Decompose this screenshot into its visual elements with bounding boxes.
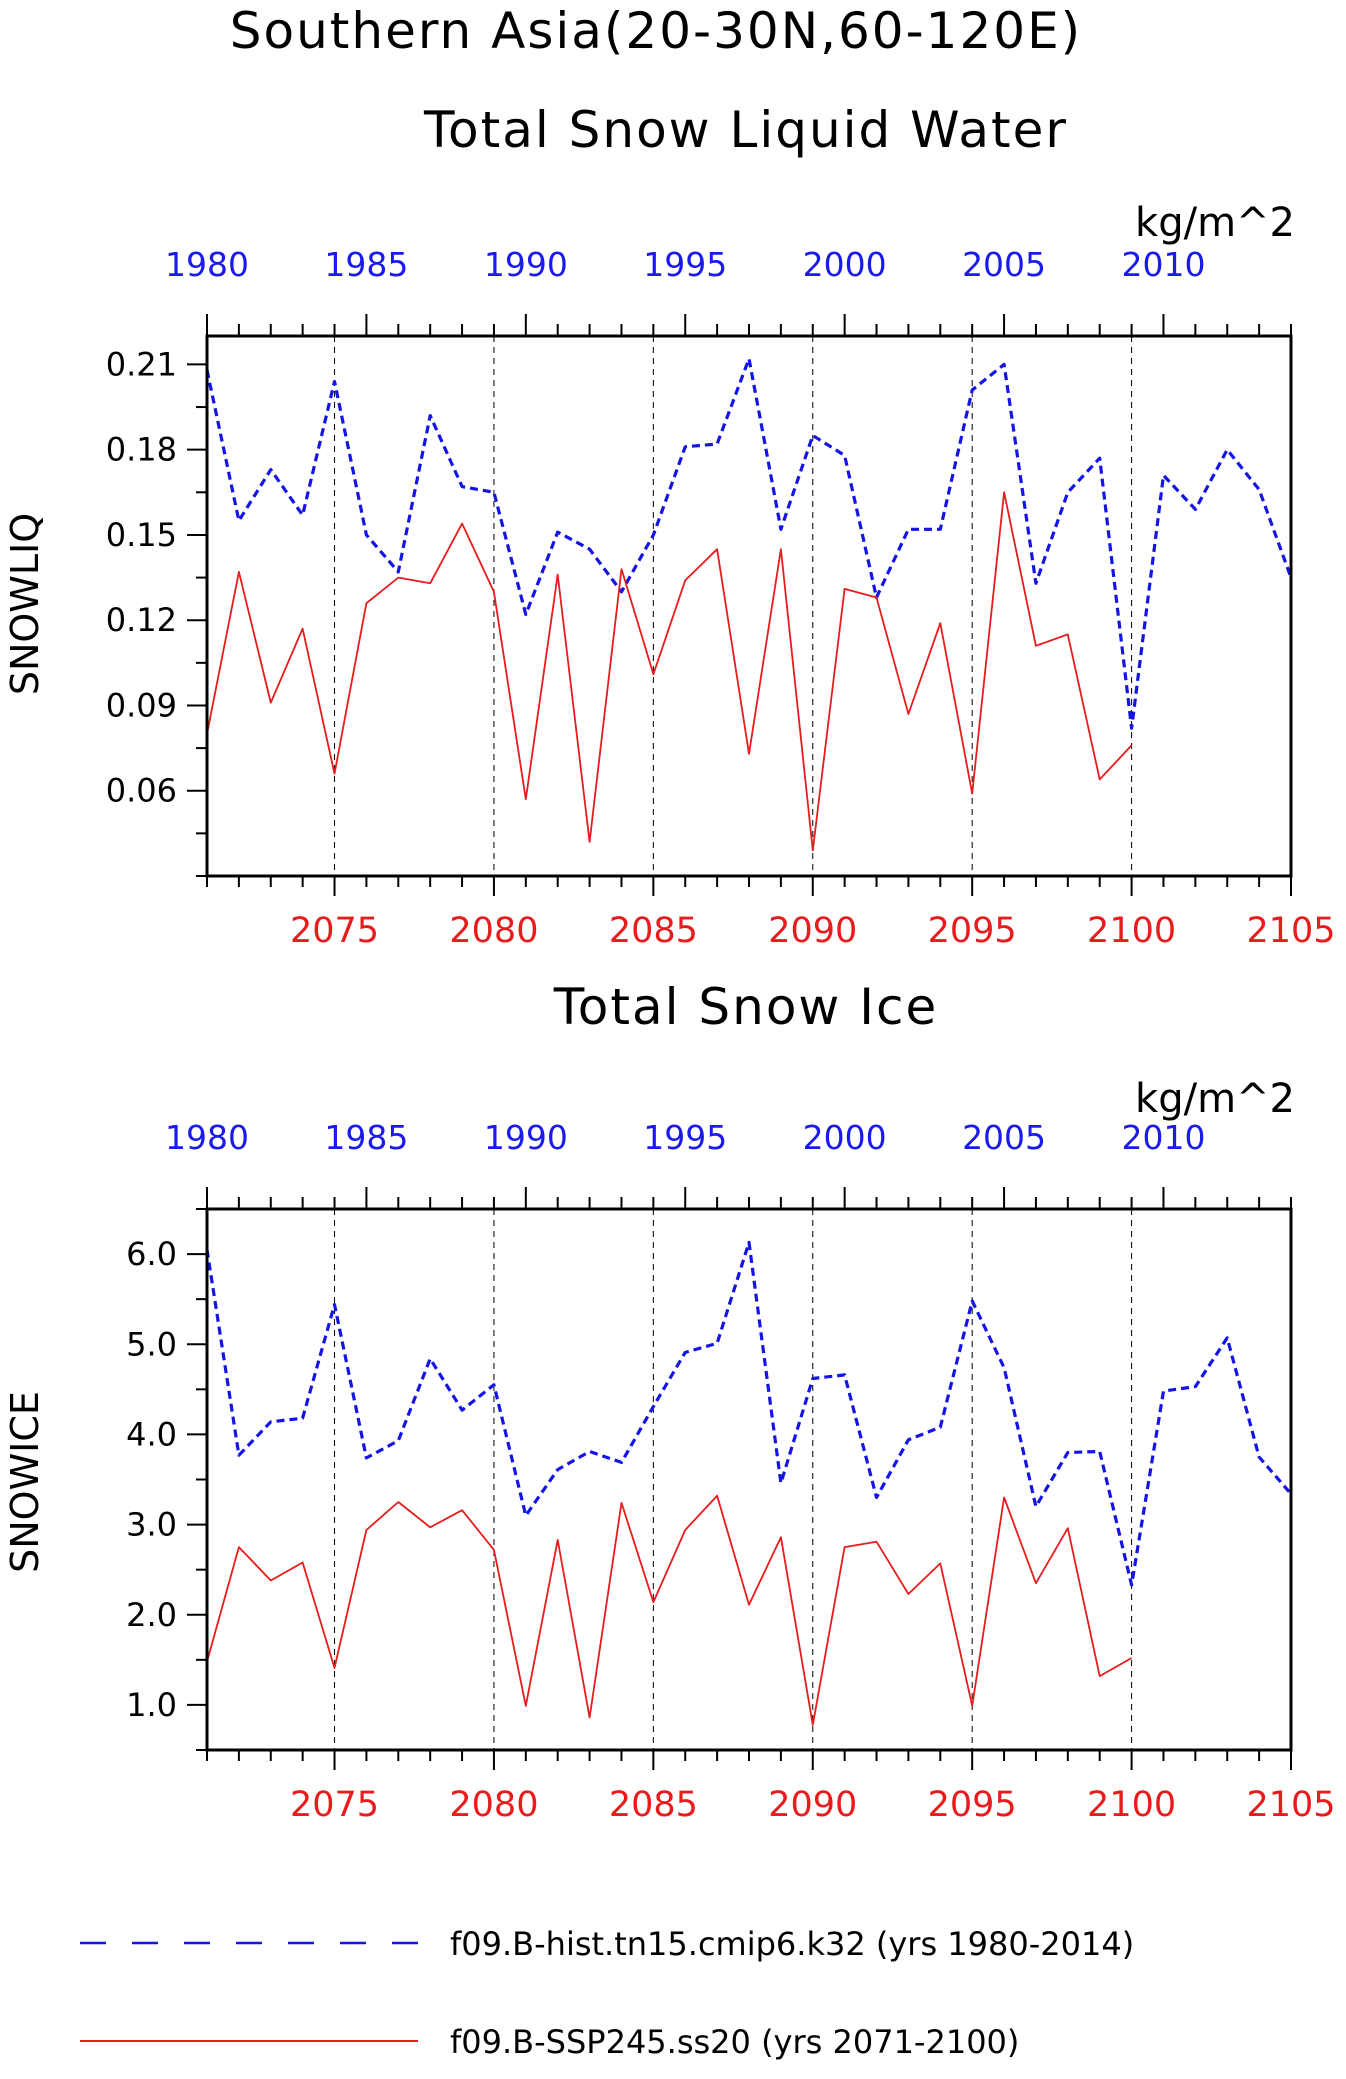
top-tick-label: 1980 (165, 245, 249, 284)
bottom-tick-label: 2090 (768, 911, 857, 951)
top-tick-label: 1985 (324, 1118, 408, 1157)
y-tick-label: 0.18 (106, 431, 177, 469)
panel-snowliq: Total Snow Liquid Water kg/m^2 SNOWLIQ 0… (3, 101, 1336, 951)
y-tick-label: 0.12 (106, 601, 177, 639)
hist-series-line (205, 1240, 1293, 1587)
bottom-tick-label: 2095 (928, 1785, 1017, 1825)
top-tick-label: 1995 (643, 1118, 727, 1157)
top-tick-label: 2005 (962, 1118, 1046, 1157)
bottom-tick-label: 2090 (768, 1785, 857, 1825)
panel-title: Total Snow Liquid Water (423, 101, 1068, 159)
y-tick-label: 6.0 (126, 1235, 177, 1273)
units-label: kg/m^2 (1135, 200, 1295, 246)
bottom-tick-label: 2100 (1087, 1785, 1176, 1825)
top-tick-label: 2010 (1121, 245, 1205, 284)
legend-hist-label: f09.B-hist.tn15.cmip6.k32 (yrs 1980-2014… (450, 1925, 1134, 1963)
bottom-tick-label: 2075 (290, 1785, 379, 1825)
top-tick-label: 1995 (643, 245, 727, 284)
y-axis-label: SNOWLIQ (3, 513, 47, 695)
panel-title: Total Snow Ice (553, 978, 938, 1036)
y-tick-label: 4.0 (126, 1415, 177, 1453)
bottom-tick-label: 2105 (1246, 911, 1335, 951)
top-tick-label: 1980 (165, 1118, 249, 1157)
y-tick-label: 0.15 (106, 516, 177, 554)
top-tick-label: 2000 (803, 1118, 887, 1157)
y-tick-label: 0.06 (106, 772, 177, 810)
top-tick-label: 2000 (803, 245, 887, 284)
plot-frame (205, 1207, 1293, 1752)
bottom-tick-label: 2075 (290, 911, 379, 951)
bottom-tick-label: 2080 (449, 911, 538, 951)
tick-layer: 0.21 0.18 0.15 0.12 0.09 0.06 2075 2080 2085 2090… (106, 245, 1336, 951)
y-axis-label: SNOWICE (3, 1391, 47, 1573)
panel-snowice: Total Snow Ice kg/m^2 SNOWICE 6.0 5.0 4.0 3… (3, 978, 1336, 1825)
hist-series-line (205, 357, 1293, 730)
top-tick-label: 1990 (484, 245, 568, 284)
legend: f09.B-hist.tn15.cmip6.k32 (yrs 1980-2014… (80, 1925, 1134, 2061)
plot-frame (205, 334, 1293, 878)
top-tick-label: 2010 (1121, 1118, 1205, 1157)
y-tick-label: 3.0 (126, 1506, 177, 1544)
bottom-tick-label: 2105 (1246, 1785, 1335, 1825)
y-tick-label: 0.21 (106, 345, 177, 383)
bottom-tick-label: 2095 (928, 911, 1017, 951)
top-tick-label: 1985 (324, 245, 408, 284)
bottom-tick-label: 2080 (449, 1785, 538, 1825)
top-tick-label: 1990 (484, 1118, 568, 1157)
grid-layer (334, 1209, 1133, 1750)
series-layer (205, 357, 1293, 852)
y-tick-label: 0.09 (106, 686, 177, 724)
bottom-tick-label: 2100 (1087, 911, 1176, 951)
y-tick-label: 2.0 (126, 1596, 177, 1634)
y-tick-label: 5.0 (126, 1325, 177, 1363)
series-layer (205, 1240, 1293, 1726)
legend-ssp-label: f09.B-SSP245.ss20 (yrs 2071-2100) (450, 2023, 1019, 2061)
top-tick-label: 2005 (962, 245, 1046, 284)
bottom-tick-label: 2085 (609, 1785, 698, 1825)
grid-layer (334, 336, 1133, 876)
ssp-series-line (206, 491, 1133, 852)
tick-layer: 6.0 5.0 4.0 3.0 2.0 1.0 2075 2080 2085 2090 2095 21… (126, 1118, 1335, 1825)
bottom-tick-label: 2085 (609, 911, 698, 951)
units-label: kg/m^2 (1135, 1076, 1295, 1122)
ssp-series-line (206, 1494, 1133, 1726)
main-title: Southern Asia(20-30N,60-120E) (230, 2, 1082, 60)
y-tick-label: 1.0 (126, 1686, 177, 1724)
